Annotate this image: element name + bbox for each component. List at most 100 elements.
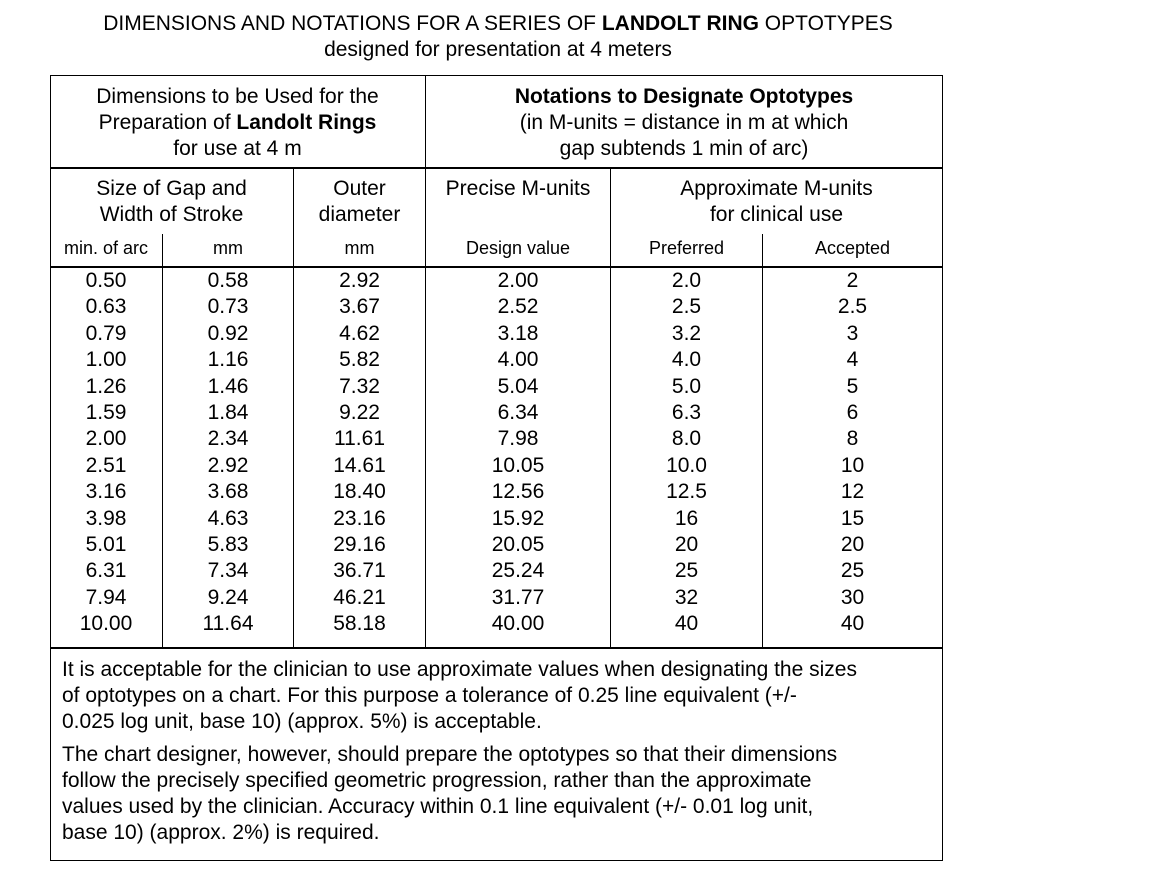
- subheader-precise: Precise M-units: [445, 177, 591, 200]
- unit-min-arc: min. of arc: [63, 238, 149, 258]
- table-cell: 10.0: [666, 453, 707, 477]
- table-cell: 0.58: [207, 269, 249, 292]
- table-cell: 12.56: [491, 480, 545, 504]
- table-cell: 40: [674, 612, 699, 636]
- table-cell: 3.16: [85, 480, 127, 504]
- table-cell: 1.00: [85, 348, 127, 372]
- table-cell: 18.40: [333, 480, 386, 504]
- column-preferred: 2.0 2.5 3.2 4.0 5.0 6.3 8.0 10.0 12.5 16 20 25 32 40: [611, 268, 762, 638]
- table-cell: 1.59: [85, 401, 127, 425]
- column-gap-mm: 0.58 0.73 0.92 1.16 1.46 1.84 2.34 2.92 3.68 4.63…: [163, 268, 293, 638]
- table-cell: 2.92: [207, 453, 249, 477]
- table-cell: 12.5: [666, 480, 707, 504]
- table-cell: 7.94: [85, 585, 127, 609]
- table-cell: 3.68: [207, 480, 249, 504]
- table-cell: 7.32: [339, 374, 380, 398]
- table-cell: 4.00: [497, 348, 539, 372]
- table-cell: 16: [674, 506, 699, 530]
- table-cell: 4.63: [207, 506, 249, 530]
- table-cell: 6.31: [85, 559, 127, 583]
- table-cell: 40.00: [491, 612, 545, 636]
- unit-outer-mm: mm: [344, 238, 375, 258]
- dimensions-table: [50, 75, 943, 861]
- table-cell: 4: [846, 348, 859, 372]
- table-cell: 0.73: [207, 295, 249, 319]
- document-title: DIMENSIONS AND NOTATIONS FOR A SERIES OF…: [0, 11, 996, 63]
- note-clinician: It is acceptable for the clinician to us…: [62, 658, 857, 733]
- table-cell: 1.16: [207, 348, 249, 372]
- table-cell: 3.2: [671, 321, 702, 345]
- table-cell: 6.3: [671, 401, 702, 425]
- table-cell: 11.64: [202, 612, 254, 636]
- subheader-outer-diameter: Outer diameter: [318, 177, 401, 226]
- table-cell: 36.71: [333, 559, 386, 583]
- table-cell: 5.04: [497, 374, 539, 398]
- table-cell: 1.84: [207, 401, 249, 425]
- table-cell: 5.01: [85, 533, 127, 557]
- unit-preferred: Preferred: [648, 238, 725, 258]
- table-cell: 5.83: [207, 533, 249, 557]
- divider-gap-sub: [162, 234, 163, 648]
- note-chart-designer: The chart designer, however, should prep…: [62, 743, 838, 844]
- table-cell: 2.52: [497, 295, 539, 319]
- unit-accepted: Accepted: [814, 238, 891, 258]
- table-cell: 25.24: [491, 559, 545, 583]
- divider-main: [425, 76, 426, 648]
- header-notations: Notations to Designate Optotypes (in M-u…: [514, 85, 854, 160]
- table-cell: 0.50: [85, 269, 127, 292]
- table-cell: 58.18: [333, 612, 386, 636]
- table-cell: 2.0: [671, 269, 702, 292]
- table-cell: 7.98: [497, 427, 539, 451]
- table-cell: 2.00: [497, 269, 539, 292]
- subheader-gap-stroke: Size of Gap and Width of Stroke: [96, 177, 247, 226]
- table-cell: 2: [846, 269, 859, 292]
- column-design-value: 2.00 2.52 3.18 4.00 5.04 6.34 7.98 10.05 12.56 15…: [426, 268, 610, 638]
- table-cell: 30: [840, 585, 865, 609]
- table-cell: 5: [846, 374, 859, 398]
- table-cell: 10.05: [491, 453, 545, 477]
- table-cell: 2.00: [85, 427, 127, 451]
- table-cell: 6: [846, 401, 859, 425]
- column-outer-mm: 2.92 3.67 4.62 5.82 7.32 9.22 11.61 14.61 18.40 2…: [294, 268, 425, 638]
- table-cell: 4.62: [339, 321, 380, 345]
- table-cell: 5.0: [671, 374, 702, 398]
- table-cell: 15: [840, 506, 865, 530]
- table-cell: 46.21: [333, 585, 386, 609]
- table-cell: 2.51: [85, 453, 127, 477]
- column-accepted: 2 2.5 3 4 5 6 8 10 12 15 20 25 30 40: [763, 268, 942, 638]
- table-cell: 32: [674, 585, 699, 609]
- table-cell: 31.77: [491, 585, 545, 609]
- title-line-2: designed for presentation at 4 meters: [324, 38, 672, 61]
- table-cell: 7.34: [207, 559, 249, 583]
- table-cell: 12: [840, 480, 865, 504]
- table-cell: 0.92: [207, 321, 249, 345]
- table-cell: 3.67: [339, 295, 380, 319]
- table-cell: 2.5: [837, 295, 868, 319]
- rule-below-units: [50, 266, 943, 268]
- table-cell: 8.0: [671, 427, 702, 451]
- table-cell: 20: [674, 533, 699, 557]
- table-cell: 23.16: [333, 506, 386, 530]
- table-cell: 20: [840, 533, 865, 557]
- title-bold-term: LANDOLT RING: [601, 12, 759, 35]
- unit-gap-mm: mm: [213, 238, 243, 258]
- table-cell: 3.18: [497, 321, 539, 345]
- column-min-arc: 0.50 0.63 0.79 1.00 1.26 1.59 2.00 2.51 3.16 3.98…: [50, 268, 162, 638]
- table-cell: 25: [674, 559, 699, 583]
- subheader-approximate: Approximate M-units for clinical use: [680, 177, 873, 226]
- table-cell: 25: [840, 559, 865, 583]
- table-cell: 1.46: [207, 374, 249, 398]
- table-cell: 14.61: [333, 453, 386, 477]
- divider-precise: [610, 168, 611, 648]
- table-cell: 3: [846, 321, 859, 345]
- table-cell: 1.26: [85, 374, 127, 398]
- table-cell: 4.0: [671, 348, 702, 372]
- header-dimensions: Dimensions to be Used for the Preparatio…: [96, 85, 379, 160]
- rule-below-header: [50, 167, 943, 169]
- table-cell: 9.24: [207, 585, 249, 609]
- table-cell: 0.79: [85, 321, 127, 345]
- table-cell: 0.63: [85, 295, 127, 319]
- table-cell: 2.5: [671, 295, 702, 319]
- table-cell: 5.82: [339, 348, 380, 372]
- table-cell: 40: [840, 612, 865, 636]
